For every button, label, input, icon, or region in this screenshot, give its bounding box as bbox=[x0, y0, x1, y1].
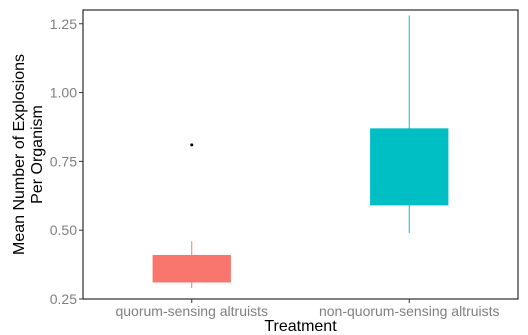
box-group bbox=[370, 15, 449, 233]
y-tick-label: 0.50 bbox=[50, 222, 77, 238]
y-tick-label: 1.25 bbox=[50, 16, 77, 32]
plot-panel-border bbox=[82, 9, 519, 300]
x-tick-label: quorum-sensing altruists bbox=[115, 303, 268, 319]
y-axis-title-line-1: Mean Number of Explosions bbox=[11, 54, 28, 255]
boxes bbox=[152, 15, 449, 288]
y-axis-title-line-2: Per Organism bbox=[29, 105, 46, 204]
box-group bbox=[152, 143, 231, 288]
x-axis: quorum-sensing altruists non-quorum-sensi… bbox=[115, 299, 500, 319]
x-axis-title: Treatment bbox=[264, 318, 337, 335]
y-tick-label: 0.75 bbox=[50, 153, 77, 169]
outlier-point bbox=[190, 143, 194, 147]
x-tick-label: non-quorum-sensing altruists bbox=[319, 303, 500, 319]
y-tick-label: 0.25 bbox=[50, 291, 77, 307]
y-tick-label: 1.00 bbox=[50, 85, 77, 101]
y-axis: 0.25 0.50 0.75 1.00 1.25 bbox=[50, 16, 83, 307]
box-body bbox=[370, 128, 449, 206]
box-body bbox=[152, 254, 231, 283]
